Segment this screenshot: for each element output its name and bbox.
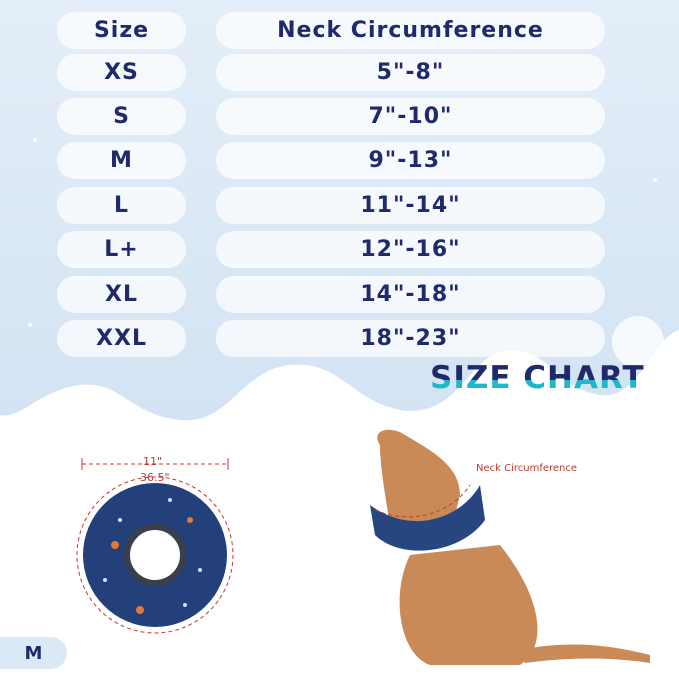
size-cell: L [57, 187, 186, 224]
neck-cell: 12"-16" [216, 231, 605, 268]
size-cell: XL [57, 276, 186, 313]
table-row: XXL 18"-23" [0, 320, 679, 357]
neck-cell: 18"-23" [216, 320, 605, 357]
collar-width-label: 11" [143, 455, 163, 468]
neck-cell: 5"-8" [216, 54, 605, 91]
table-header-row: Size Neck Circumference [0, 12, 679, 49]
table-row: L+ 12"-16" [0, 231, 679, 268]
neck-cell: 14"-18" [216, 276, 605, 313]
size-header: Size [57, 12, 186, 49]
collar-circumference-label: 36.5" [140, 471, 170, 484]
collar-illustration [76, 458, 234, 634]
size-badge: M [0, 637, 67, 669]
table-row: XS 5"-8" [0, 54, 679, 91]
table-row: M 9"-13" [0, 142, 679, 179]
neck-cell: 11"-14" [216, 187, 605, 224]
table-row: L 11"-14" [0, 187, 679, 224]
table-row: S 7"-10" [0, 98, 679, 135]
size-cell: XXL [57, 320, 186, 357]
neck-cell: 7"-10" [216, 98, 605, 135]
size-cell: M [57, 142, 186, 179]
size-cell: L+ [57, 231, 186, 268]
neck-cell: 9"-13" [216, 142, 605, 179]
table-row: XL 14"-18" [0, 276, 679, 313]
size-cell: S [57, 98, 186, 135]
neck-header: Neck Circumference [216, 12, 605, 49]
dog-illustration [370, 429, 650, 665]
size-cell: XS [57, 54, 186, 91]
size-chart-title: SIZE CHART [430, 360, 645, 396]
neck-circumference-label: Neck Circumference [476, 463, 578, 474]
